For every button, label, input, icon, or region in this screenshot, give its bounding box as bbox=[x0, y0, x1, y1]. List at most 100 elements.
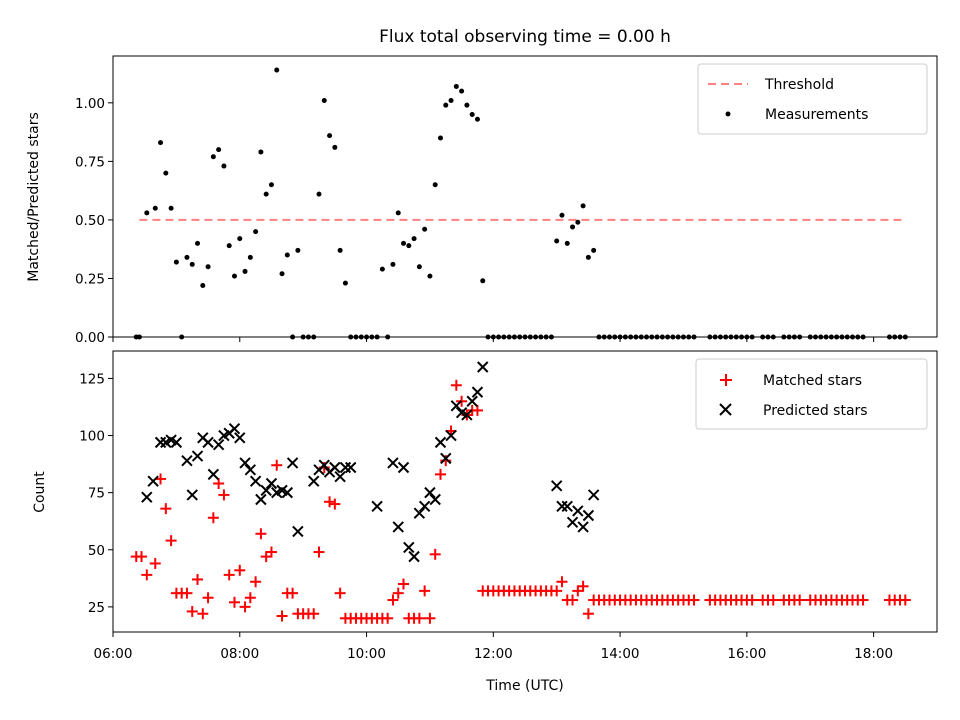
measurement-point bbox=[665, 334, 671, 340]
matched-star-point bbox=[794, 594, 806, 606]
predicted-star-point bbox=[397, 461, 410, 474]
predicted-star-point bbox=[418, 500, 431, 513]
measurement-point bbox=[459, 88, 465, 94]
predicted-star-point bbox=[249, 475, 262, 487]
measurement-point bbox=[638, 334, 644, 340]
measurement-point bbox=[152, 205, 158, 211]
measurement-point bbox=[823, 334, 829, 340]
measurement-point bbox=[395, 210, 401, 216]
x-tick-label: 06:00 bbox=[94, 646, 133, 662]
predicted-star-point bbox=[281, 486, 294, 499]
predicted-star-point bbox=[228, 422, 241, 435]
measurement-point bbox=[374, 334, 380, 340]
y-tick-label: 0.75 bbox=[75, 154, 105, 170]
measurement-point bbox=[290, 334, 296, 340]
predicted-star-point bbox=[550, 480, 563, 492]
measurement-point bbox=[390, 261, 396, 267]
matched-star-point bbox=[429, 548, 441, 560]
predicted-star-point bbox=[387, 457, 399, 469]
matched-star-point bbox=[202, 592, 214, 604]
measurement-point bbox=[195, 240, 201, 246]
predicted-star-point bbox=[334, 470, 346, 483]
measurement-point bbox=[364, 334, 370, 340]
matched-star-point bbox=[688, 594, 700, 606]
measurement-point bbox=[247, 254, 253, 260]
predicted-star-point bbox=[450, 400, 463, 412]
measurement-point bbox=[453, 83, 459, 89]
matched-star-point bbox=[218, 489, 230, 501]
y-tick-label: 0.50 bbox=[75, 213, 105, 229]
predicted-star-point bbox=[344, 461, 357, 474]
measurement-point bbox=[416, 264, 422, 270]
predicted-stars-points bbox=[141, 361, 600, 563]
measurement-point bbox=[144, 210, 150, 216]
matched-star-point bbox=[287, 587, 299, 599]
matched-star-point bbox=[329, 498, 341, 510]
measurement-point bbox=[633, 334, 639, 340]
predicted-star-point bbox=[587, 489, 600, 501]
y-tick-label: 75 bbox=[88, 486, 105, 502]
measurement-point bbox=[897, 334, 903, 340]
measurement-point bbox=[807, 334, 813, 340]
predicted-star-point bbox=[408, 550, 420, 563]
measurement-point bbox=[258, 149, 264, 155]
measurement-point bbox=[770, 334, 776, 340]
measurement-point bbox=[284, 252, 290, 258]
matched-star-point bbox=[234, 564, 246, 576]
measurement-point bbox=[617, 334, 623, 340]
measurement-point bbox=[522, 334, 528, 340]
measurement-point bbox=[480, 278, 486, 284]
matched-star-point bbox=[244, 592, 256, 604]
y-tick-label: 1.00 bbox=[75, 96, 105, 112]
matched-star-point bbox=[434, 468, 446, 480]
matched-star-point bbox=[398, 578, 410, 590]
measurement-point bbox=[163, 170, 169, 176]
matched-star-point bbox=[334, 587, 346, 599]
measurement-point bbox=[834, 334, 840, 340]
bottom-y-axis: 25 50 75 100 125 bbox=[79, 371, 113, 616]
measurement-point bbox=[828, 334, 834, 340]
measurement-point bbox=[443, 102, 449, 108]
measurement-point bbox=[786, 334, 792, 340]
predicted-star-point bbox=[429, 493, 441, 506]
measurement-point bbox=[168, 205, 174, 211]
measurement-point bbox=[559, 212, 565, 218]
measurement-point bbox=[744, 334, 750, 340]
bottom-legend-box bbox=[695, 358, 928, 430]
legend-threshold-label: Threshold bbox=[764, 77, 834, 93]
x-axis-title: Time (UTC) bbox=[485, 678, 563, 694]
measurement-point bbox=[585, 254, 591, 260]
measurement-point bbox=[511, 334, 517, 340]
predicted-star-point bbox=[318, 459, 330, 471]
predicted-star-point bbox=[466, 395, 478, 407]
predicted-star-point bbox=[461, 409, 473, 421]
measurement-point bbox=[749, 334, 755, 340]
predicted-star-point bbox=[212, 438, 225, 451]
measurement-point bbox=[401, 240, 407, 246]
measurement-point bbox=[305, 334, 311, 340]
measurement-point bbox=[860, 334, 866, 340]
measurement-point bbox=[628, 334, 634, 340]
y-tick-label: 25 bbox=[88, 600, 105, 616]
predicted-star-point bbox=[207, 468, 220, 481]
measurement-point bbox=[728, 334, 734, 340]
measurement-points bbox=[133, 67, 908, 340]
measurement-point bbox=[406, 243, 412, 249]
legend-measurements-swatch bbox=[725, 111, 731, 117]
measurement-point bbox=[612, 334, 618, 340]
matched-star-point bbox=[207, 512, 219, 524]
matched-star-point bbox=[165, 535, 177, 547]
measurement-point bbox=[554, 238, 560, 244]
predicted-star-point bbox=[244, 464, 257, 476]
measurement-point bbox=[649, 334, 655, 340]
measurement-point bbox=[337, 247, 343, 253]
measurement-point bbox=[279, 271, 285, 277]
matched-star-point bbox=[255, 528, 267, 540]
matched-star-point bbox=[197, 608, 209, 620]
measurement-point bbox=[422, 226, 428, 232]
matched-star-point bbox=[419, 585, 431, 597]
measurement-point bbox=[342, 280, 348, 286]
measurement-point bbox=[739, 334, 745, 340]
x-tick-label: 14:00 bbox=[601, 646, 640, 662]
matched-star-point bbox=[228, 596, 240, 608]
